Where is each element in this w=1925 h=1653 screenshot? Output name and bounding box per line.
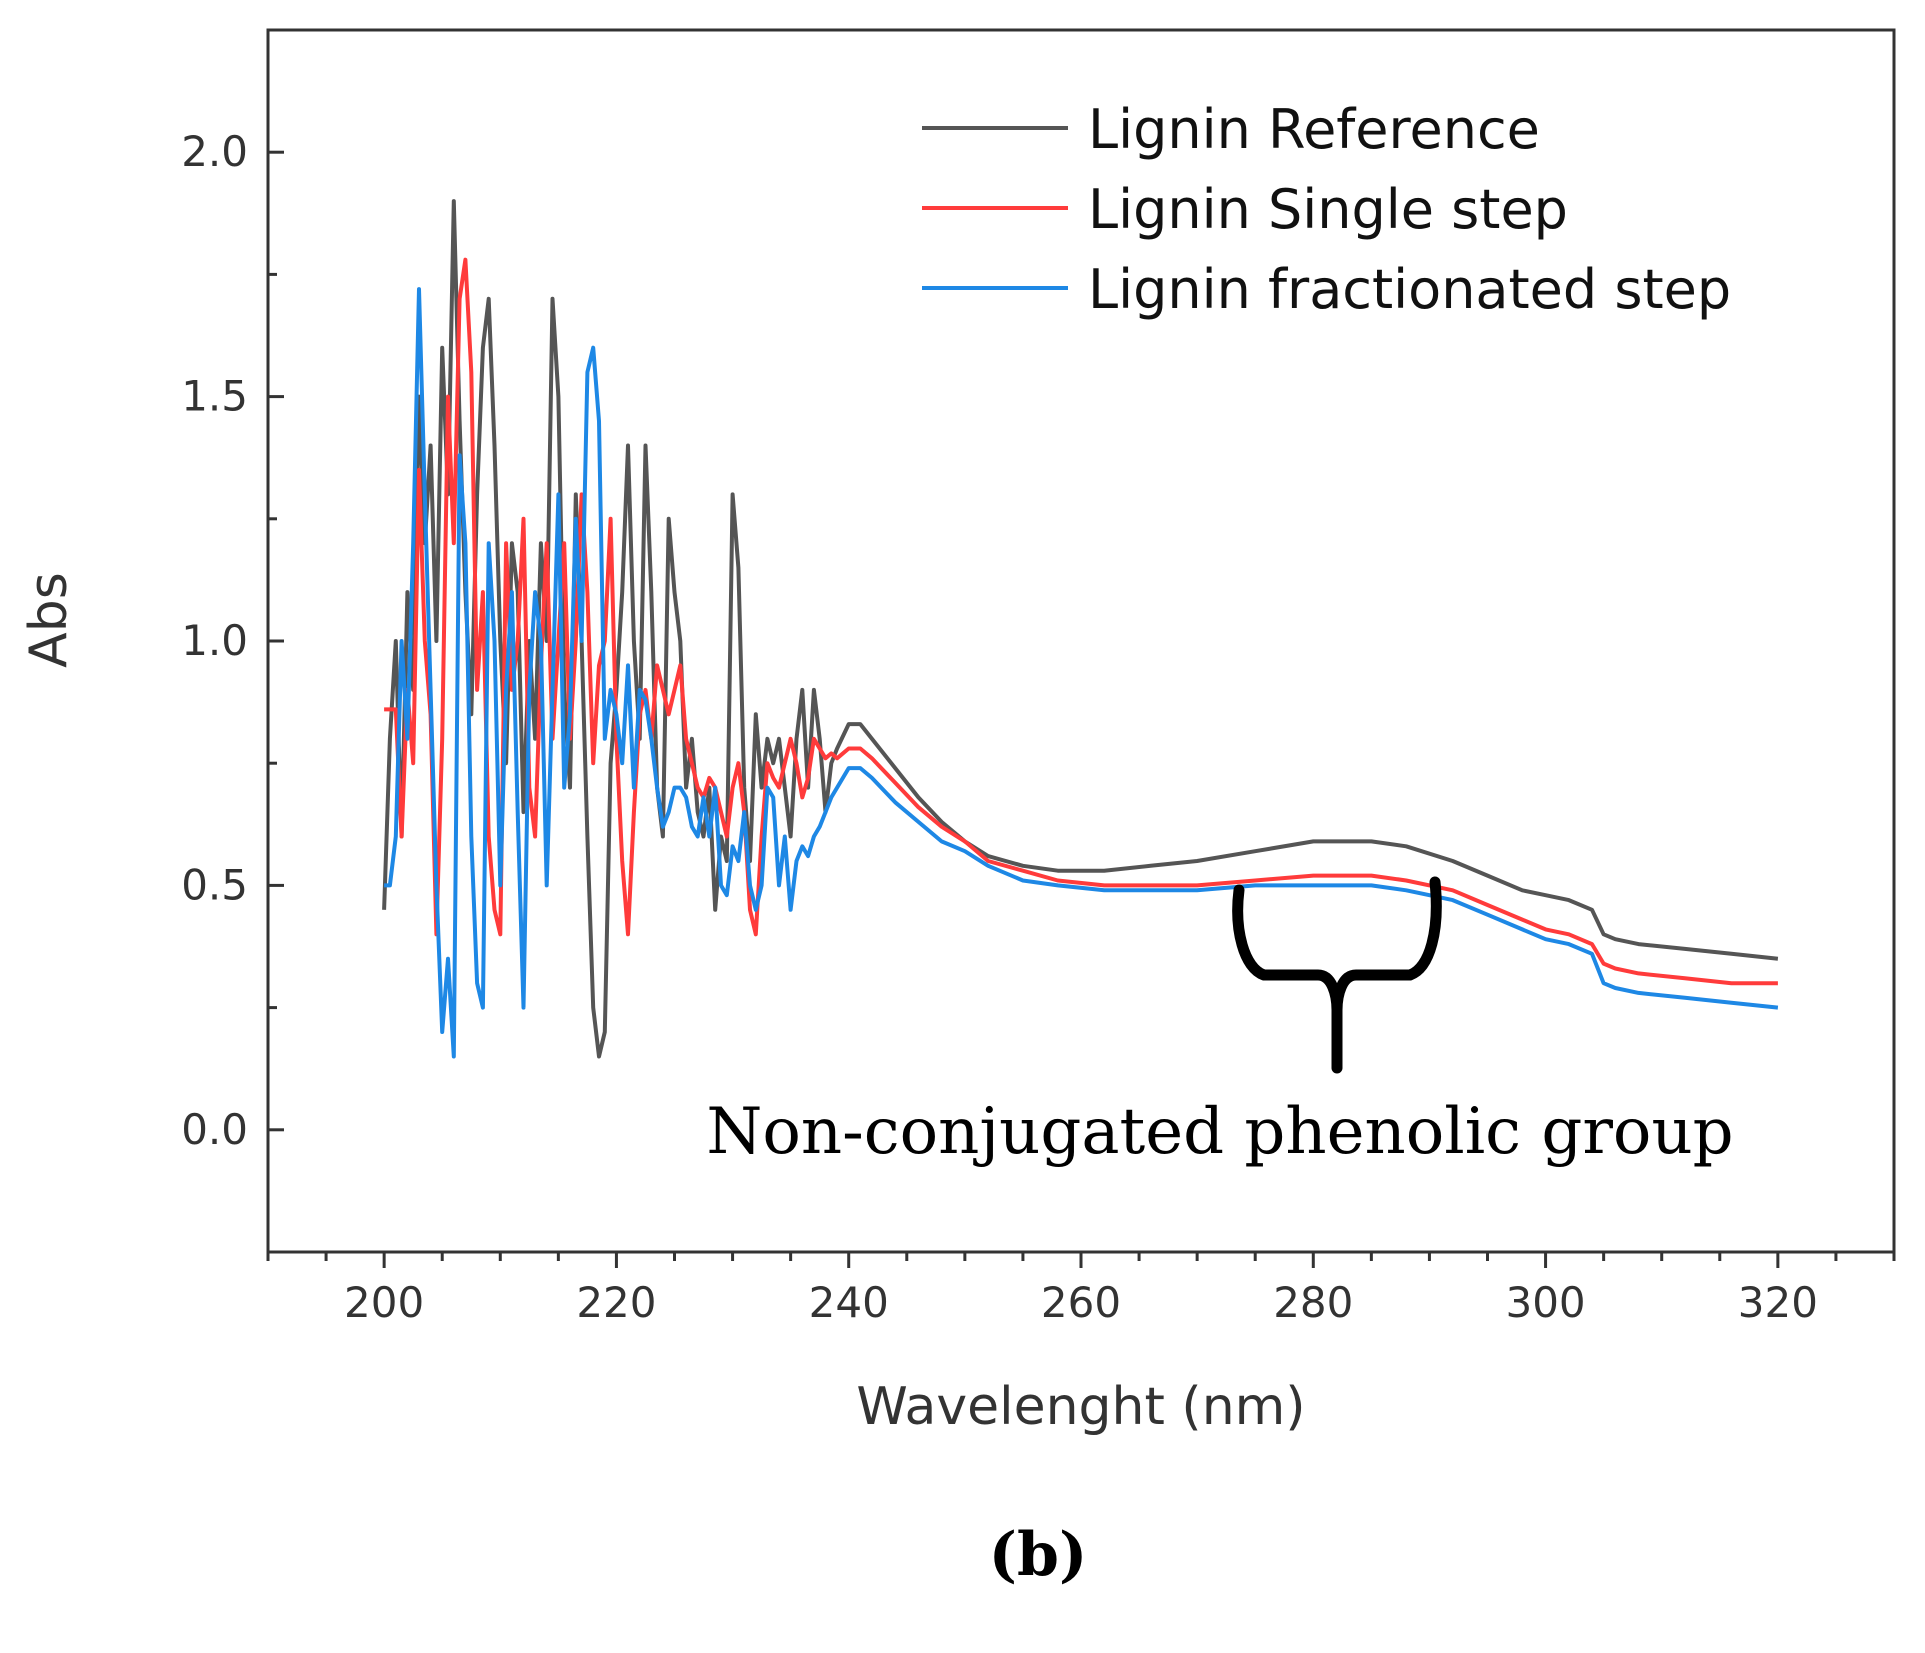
x-tick-label: 260 — [1041, 1278, 1121, 1327]
legend-label-reference: Lignin Reference — [1088, 98, 1540, 161]
x-tick-label: 220 — [576, 1278, 656, 1327]
y-tick-label: 1.0 — [181, 616, 248, 665]
series-line-lignin-reference — [382, 199, 1779, 1059]
y-axis-title: Abs — [19, 572, 79, 668]
x-tick-label: 200 — [344, 1278, 424, 1327]
x-tick-label: 240 — [809, 1278, 889, 1327]
y-tick-label: 2.0 — [181, 127, 248, 176]
panel-label: (b) — [989, 1520, 1088, 1590]
y-tick-label: 0.0 — [181, 1105, 248, 1154]
x-axis-title: Wavelenght (nm) — [856, 1377, 1305, 1437]
series-layer — [382, 199, 1779, 1059]
legend-label-fractionated-step: Lignin fractionated step — [1088, 258, 1731, 321]
x-tick-label: 320 — [1738, 1278, 1818, 1327]
series-line-lignin-fractionated-step — [384, 287, 1779, 1059]
legend: Lignin Reference Lignin Single step Lign… — [922, 98, 1731, 321]
x-axis-ticks: 200 220 240 260 280 300 320 — [266, 1252, 1896, 1327]
y-tick-label: 1.5 — [181, 372, 248, 421]
annotation-label: Non-conjugated phenolic group — [706, 1095, 1733, 1169]
series-line-lignin-single-step — [384, 257, 1778, 986]
legend-label-single-step: Lignin Single step — [1088, 178, 1568, 241]
annotation-brace — [1232, 876, 1442, 1074]
y-axis-ticks: 0.0 0.5 1.0 1.5 2.0 — [181, 28, 284, 1254]
x-tick-label: 280 — [1273, 1278, 1353, 1327]
y-tick-label: 0.5 — [181, 860, 248, 909]
x-tick-label: 300 — [1505, 1278, 1585, 1327]
